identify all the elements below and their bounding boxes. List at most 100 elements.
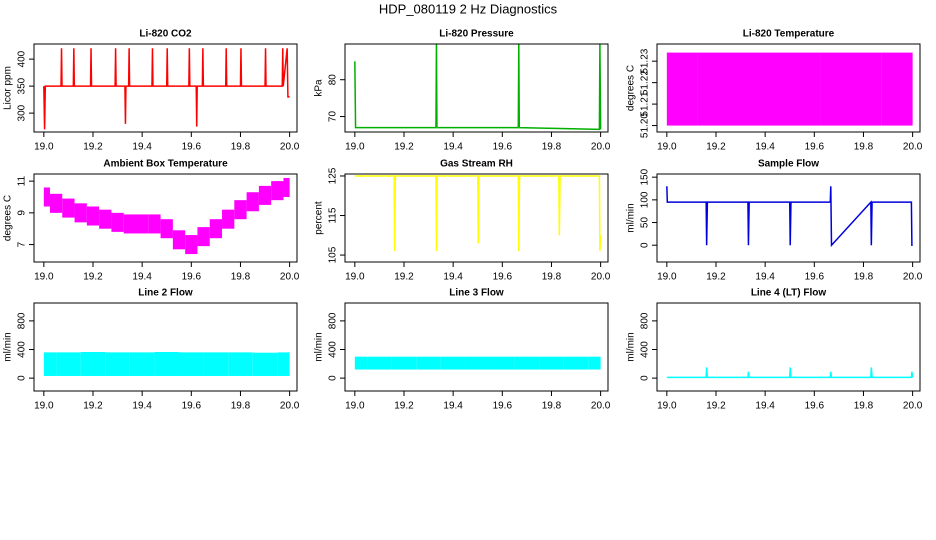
x-tick-label: 19.6: [805, 401, 825, 412]
y-tick-label: 50: [640, 217, 651, 229]
x-tick-label: 19.4: [132, 272, 152, 283]
data-band: [228, 352, 253, 376]
data-band: [283, 177, 290, 197]
y-axis-label: ml/min: [314, 332, 325, 361]
data-band: [440, 356, 466, 370]
x-tick-label: 20.0: [591, 142, 611, 153]
panel: Line 3 Flow ml/min 19.0 19.2 19.4 19.6 19.8 20.…: [314, 288, 611, 412]
y-tick-label: 400: [17, 341, 28, 358]
data-band: [209, 219, 223, 239]
data-band: [563, 356, 589, 370]
data-band: [367, 356, 392, 370]
data-band: [43, 187, 50, 207]
y-tick-label: 11: [17, 176, 28, 187]
x-tick-label: 19.4: [443, 142, 463, 153]
panel-title: Line 3 Flow: [449, 288, 504, 299]
panel: Ambient Box Temperature degrees C 19.0 19.2…: [3, 159, 300, 283]
plot-frame: [656, 302, 921, 392]
x-tick-label: 19.2: [394, 142, 414, 153]
x-tick-label: 20.0: [280, 142, 300, 153]
x-tick-label: 19.2: [83, 142, 103, 153]
x-tick-label: 19.2: [83, 401, 103, 412]
data-band: [43, 352, 57, 376]
data-band: [203, 352, 229, 376]
plot-data: [666, 367, 914, 379]
plot-data: [666, 52, 913, 126]
data-band: [154, 352, 180, 376]
data-band: [222, 209, 235, 229]
data-band: [148, 214, 161, 234]
panel-title: Li-820 Pressure: [439, 29, 514, 40]
plot-data: [43, 48, 290, 130]
y-axis-label: degrees C: [3, 195, 14, 241]
data-band: [258, 185, 272, 205]
x-tick-label: 19.8: [231, 142, 251, 153]
x-tick-label: 19.8: [542, 401, 562, 412]
x-tick-label: 19.8: [854, 401, 874, 412]
panel: Li-820 CO2 Licor ppm 19.0 19.2 19.4 19.6 19.8 2…: [3, 29, 300, 153]
x-tick-label: 19.0: [657, 401, 677, 412]
x-tick-label: 20.0: [903, 401, 923, 412]
plot-data: [354, 44, 602, 131]
data-band: [74, 203, 87, 223]
y-axis-label: kPa: [314, 79, 325, 97]
panel: Li-820 Temperature degrees C 19.0 19.2 19.4 1…: [626, 29, 923, 153]
panel: Gas Stream RH percent 19.0 19.2 19.4 19.6 19.8…: [314, 159, 611, 283]
x-tick-label: 20.0: [903, 142, 923, 153]
plot-frame: [33, 302, 298, 392]
data-band: [277, 352, 290, 376]
y-axis-label: ml/min: [3, 332, 14, 361]
panel-title: Li-820 Temperature: [743, 29, 835, 40]
x-tick-label: 19.4: [755, 142, 775, 153]
data-line: [43, 48, 290, 130]
data-band: [105, 352, 130, 376]
data-band: [185, 235, 198, 255]
y-tick-label: 400: [17, 50, 28, 67]
plot-frame: [344, 43, 609, 133]
x-tick-label: 19.4: [755, 272, 775, 283]
y-tick-label: 0: [640, 242, 651, 248]
y-tick-label: 150: [640, 168, 651, 185]
x-tick-label: 19.0: [34, 142, 54, 153]
plot-data: [43, 177, 290, 255]
x-tick-label: 19.6: [493, 401, 513, 412]
x-tick-label: 19.0: [657, 142, 677, 153]
y-axis-label: ml/min: [626, 332, 637, 361]
x-tick-label: 19.4: [755, 401, 775, 412]
data-band: [252, 352, 278, 376]
x-tick-label: 20.0: [280, 272, 300, 283]
data-band: [354, 356, 368, 370]
x-tick-label: 19.0: [657, 272, 677, 283]
y-tick-label: 80: [328, 74, 339, 86]
y-tick-label: 400: [328, 341, 339, 358]
data-band: [49, 193, 63, 213]
y-tick-label: 0: [328, 375, 339, 381]
y-tick-label: 9: [17, 210, 28, 216]
x-tick-label: 19.4: [132, 401, 152, 412]
data-band: [588, 356, 601, 370]
data-line: [354, 175, 602, 252]
x-tick-label: 19.4: [443, 272, 463, 283]
panel: Line 4 (LT) Flow ml/min 19.0 19.2 19.4 19.6 19…: [626, 288, 923, 412]
y-tick-label: 300: [17, 104, 28, 121]
plot-frame: [33, 173, 298, 263]
data-band: [56, 352, 81, 376]
panel-title: Gas Stream RH: [440, 159, 513, 170]
data-band: [539, 356, 564, 370]
x-tick-label: 19.6: [182, 401, 202, 412]
panel: Line 2 Flow ml/min 19.0 19.2 19.4 19.6 19.8 20.…: [3, 288, 300, 412]
y-tick-label: 70: [328, 111, 339, 123]
x-tick-label: 19.8: [854, 272, 874, 283]
data-band: [820, 52, 882, 126]
data-band: [514, 356, 540, 370]
data-band: [197, 227, 210, 247]
x-tick-label: 19.6: [182, 272, 202, 283]
x-tick-label: 19.6: [805, 272, 825, 283]
x-tick-label: 19.0: [34, 401, 54, 412]
panel-title: Sample Flow: [758, 159, 819, 170]
plot-frame: [344, 173, 609, 263]
x-tick-label: 19.2: [83, 272, 103, 283]
panel: Li-820 Pressure kPa 19.0 19.2 19.4 19.6 19.8 20…: [314, 29, 611, 153]
x-tick-label: 19.8: [542, 272, 562, 283]
